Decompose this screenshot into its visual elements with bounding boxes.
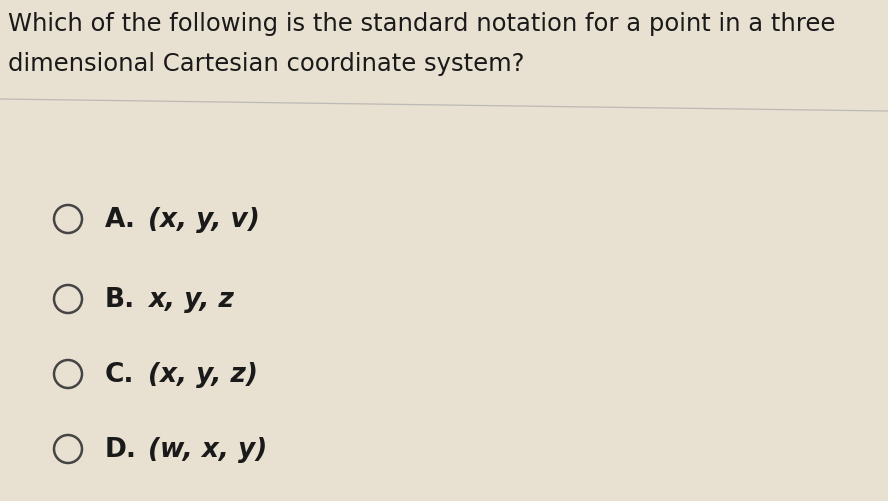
Text: (x, y, v): (x, y, v) xyxy=(148,206,260,232)
Text: C.: C. xyxy=(105,361,134,387)
Text: D.: D. xyxy=(105,436,137,462)
Text: dimensional Cartesian coordinate system?: dimensional Cartesian coordinate system? xyxy=(8,52,525,76)
Text: Which of the following is the standard notation for a point in a three: Which of the following is the standard n… xyxy=(8,12,836,36)
Text: (w, x, y): (w, x, y) xyxy=(148,436,267,462)
Text: A.: A. xyxy=(105,206,136,232)
Text: B.: B. xyxy=(105,287,135,313)
Text: (x, y, z): (x, y, z) xyxy=(148,361,258,387)
Text: x, y, z: x, y, z xyxy=(148,287,234,313)
